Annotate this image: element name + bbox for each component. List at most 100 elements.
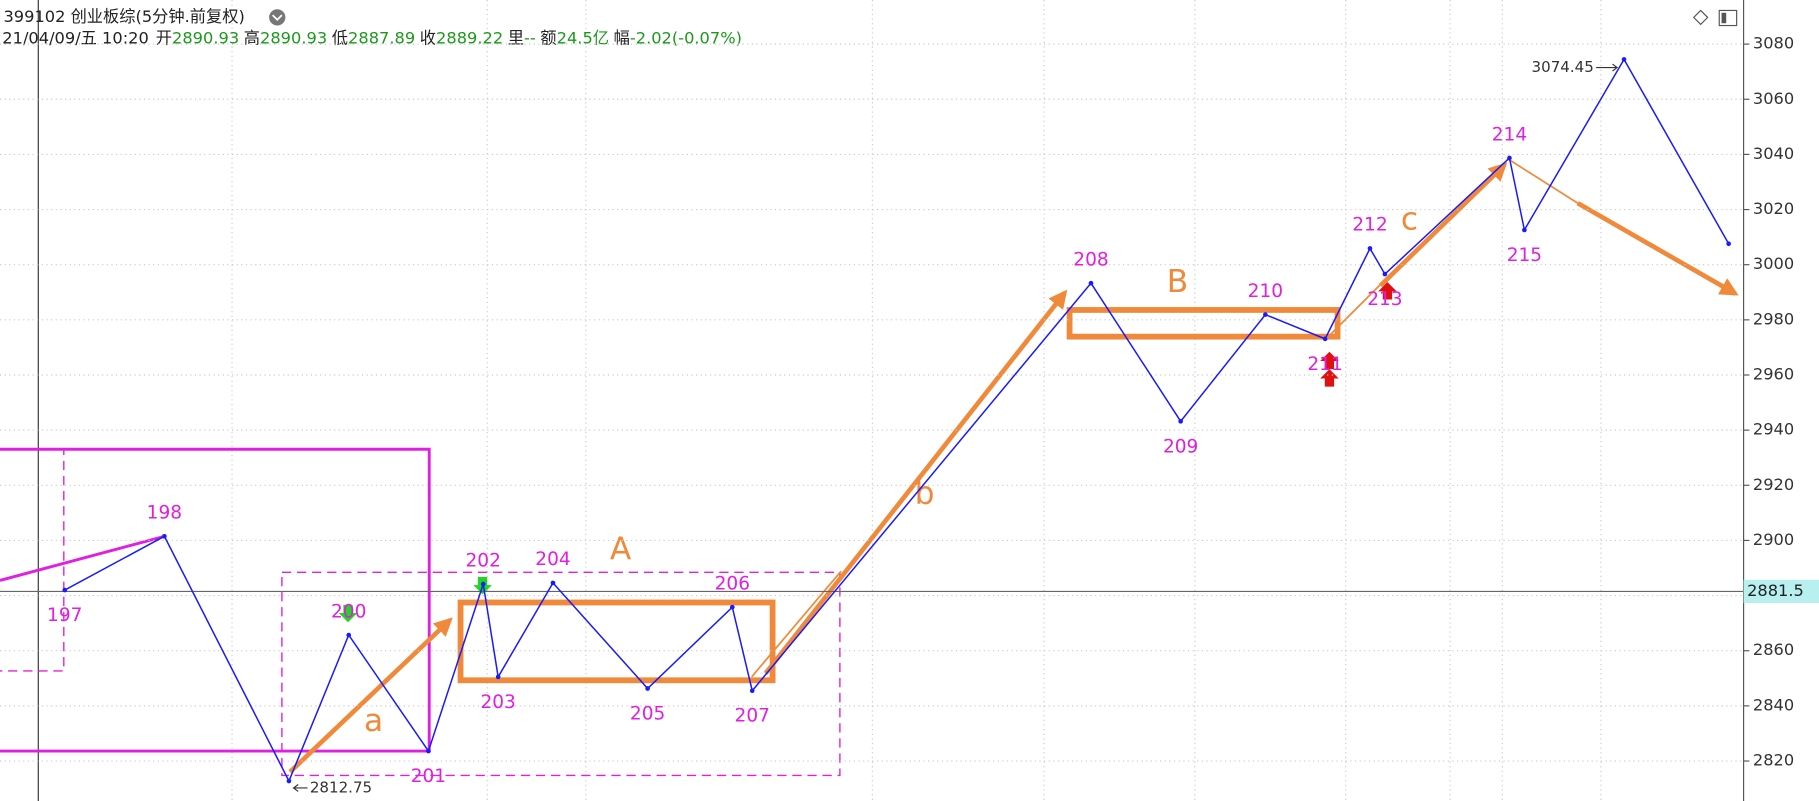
magenta-box [0,447,431,753]
field-value: -2.02(-0.07%) [630,28,742,47]
y-tick-label: 3020 [1753,199,1794,218]
vertex [1263,312,1268,317]
arrow [1576,201,1739,296]
y-tick-label: 2960 [1753,364,1794,383]
annotation: b [915,476,935,512]
field-name: 高 [244,28,260,47]
field-value: 2890.93 [260,28,327,47]
wave-label: 212 [1352,215,1387,236]
field-name: 收 [420,28,436,47]
vertex [480,581,486,587]
vertex [645,686,650,691]
wave-label: 213 [1367,289,1402,310]
annotation: A [610,531,632,567]
wave-label: 205 [630,704,665,725]
wave-label: 209 [1163,436,1198,457]
wave-label: 215 [1507,245,1542,266]
price-tag-label: 2881.5 [1747,581,1804,600]
field-value: 2889.22 [436,28,503,47]
icon[interactable] [1692,9,1709,26]
dropdown[interactable] [269,9,286,26]
wave-label: 211 [1307,354,1342,375]
wave-label: 214 [1492,124,1527,145]
vertex [1382,271,1388,277]
vertex [162,533,167,539]
annotation: a [364,703,383,739]
wave-label: 198 [147,503,182,524]
thin-line [751,570,842,678]
arrow [763,289,1068,675]
wave-label: 203 [480,692,515,713]
magenta-dashed [281,571,841,777]
field-name: 里 [508,28,524,47]
annotation: c [1401,202,1418,238]
vertex [1088,280,1094,286]
vertex [1522,227,1527,233]
vertex [346,632,352,638]
box-a [457,599,776,684]
y-tick-label: 2840 [1753,695,1794,714]
vertex [495,674,501,680]
wave-line [64,57,1730,783]
label-arrow [1596,63,1619,72]
y-tick-label: 3040 [1753,144,1794,163]
vertex [1322,336,1328,342]
info-line: 21/04/09/五 10:20 开2890.93 高2890.93 低2887.89… [2,28,742,47]
y-tick-label: 2940 [1753,420,1794,439]
icon[interactable] [1718,9,1738,27]
y-tick-label: 2860 [1753,640,1794,659]
wave-label: 210 [1248,281,1283,302]
magenta-line [0,534,166,582]
up-signal [1320,351,1339,370]
field-value: 2887.89 [348,28,415,47]
label-arrow [292,784,308,792]
vertex [1507,155,1512,161]
price-label: 3074.45 [1532,58,1594,76]
price-label: 2812.75 [310,778,372,796]
arrow [288,617,453,774]
wave-label: 201 [411,766,446,787]
thin-line [1325,277,1387,340]
wave-label: 208 [1073,249,1108,270]
up-signal [1320,369,1339,387]
wave-label: 207 [735,706,770,727]
arrow [1378,162,1508,288]
magenta-dashed [0,448,65,672]
field-name: 开 [156,28,172,47]
box-b [1066,307,1341,340]
wave-label: 206 [715,573,750,594]
field-value: -- [524,28,536,47]
y-tick-label: 2820 [1753,751,1794,770]
vertex [1621,57,1627,62]
vertex [550,580,556,586]
up-signal [1378,282,1397,300]
field-name: 额 [540,28,556,47]
y-tick-label: 2900 [1753,530,1794,549]
field-value: 24.5亿 [557,28,609,47]
wave-label: 197 [47,605,82,626]
vertex [426,748,431,754]
field-value: 2890.93 [172,28,239,47]
price-tag [1743,579,1819,604]
y-tick-label: 2980 [1753,309,1794,328]
vertex [1726,241,1731,247]
vertex [1367,246,1373,251]
vertex [62,587,68,593]
y-tick-label: 2920 [1753,475,1794,494]
y-tick-label: 3060 [1753,89,1794,108]
vertex [749,688,755,694]
wave-label: 200 [331,601,366,622]
vertex [1178,418,1183,424]
wave-label: 204 [535,549,570,570]
vertex [729,604,735,610]
annotation: B [1167,264,1188,300]
y-tick-label: 3080 [1753,34,1794,53]
vertex [286,778,292,784]
title: 399102 创业板综(5分钟.前复权) [3,7,244,26]
field-name: 幅 [614,28,630,47]
v-grid [231,0,1602,801]
date: 21/04/09/五 10:20 [2,28,149,47]
y-tick-label: 3000 [1753,254,1794,273]
field-name: 低 [332,28,348,47]
